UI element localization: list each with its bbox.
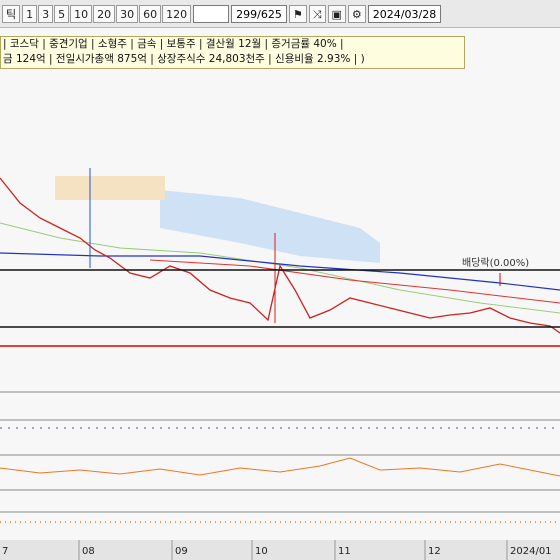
x-tick-label: 08 xyxy=(82,546,95,557)
ichimoku-cloud xyxy=(55,176,380,263)
price-line xyxy=(0,177,560,334)
info-bar: | 코스닥 | 중견기업 | 소형주 | 금속 | 보통주 | 결산월 12월 … xyxy=(0,36,465,69)
dropdown[interactable] xyxy=(193,4,230,23)
x-axis-bar xyxy=(0,540,560,560)
period-button[interactable]: 120 xyxy=(162,4,192,23)
chart-background xyxy=(0,28,560,560)
annotation: 배당락(0.00%) xyxy=(462,257,529,269)
counter: 299/625 xyxy=(231,4,287,23)
info-line: | 코스닥 | 중견기업 | 소형주 | 금속 | 보통주 | 결산월 12월 … xyxy=(3,38,344,50)
x-tick-label: 10 xyxy=(255,546,268,557)
x-tick-label: 7 xyxy=(2,546,8,557)
save-button[interactable]: ▣ xyxy=(327,4,346,23)
x-axis: 7 08 09 10 11 12 2024/01 xyxy=(2,540,552,560)
period-button[interactable]: 5 xyxy=(54,4,70,23)
x-tick-label: 11 xyxy=(338,546,351,557)
date-field[interactable]: 2024/03/28 xyxy=(367,4,442,23)
period-button[interactable]: 10 xyxy=(70,4,93,23)
cloud xyxy=(55,176,165,200)
period-button[interactable]: 3 xyxy=(38,4,54,23)
chart-area: 배당락(0.00%) 7 08 09 10 11 12 2024/01 xyxy=(0,28,560,560)
x-tick-label: 09 xyxy=(175,546,188,557)
x-tick-label: 2024/01 xyxy=(510,546,552,557)
info-line: 금 124억 | 전일시가총액 875억 | 상장주식수 24,803천주 | … xyxy=(3,53,365,65)
oscillator xyxy=(0,457,560,477)
moving-average xyxy=(149,259,560,304)
x-tick-label: 12 xyxy=(428,546,441,557)
settings-button[interactable]: ⚙ xyxy=(347,4,366,23)
tick-button[interactable]: 틱 xyxy=(2,4,21,23)
period-buttons: 1 3 5 10 20 30 60 120 xyxy=(22,4,192,23)
tool-button[interactable]: ⚑ xyxy=(288,4,307,23)
period-button[interactable]: 60 xyxy=(139,4,162,23)
period-button[interactable]: 20 xyxy=(93,4,116,23)
period-button[interactable]: 1 xyxy=(22,4,38,23)
period-button[interactable]: 30 xyxy=(116,4,139,23)
toolbar: 틱 1 3 5 10 20 30 60 120 299/625 ⚑ ⤨ ▣ ⚙ 2024/03… xyxy=(0,0,560,28)
tool-button[interactable]: ⤨ xyxy=(308,4,326,23)
cloud xyxy=(160,190,380,263)
